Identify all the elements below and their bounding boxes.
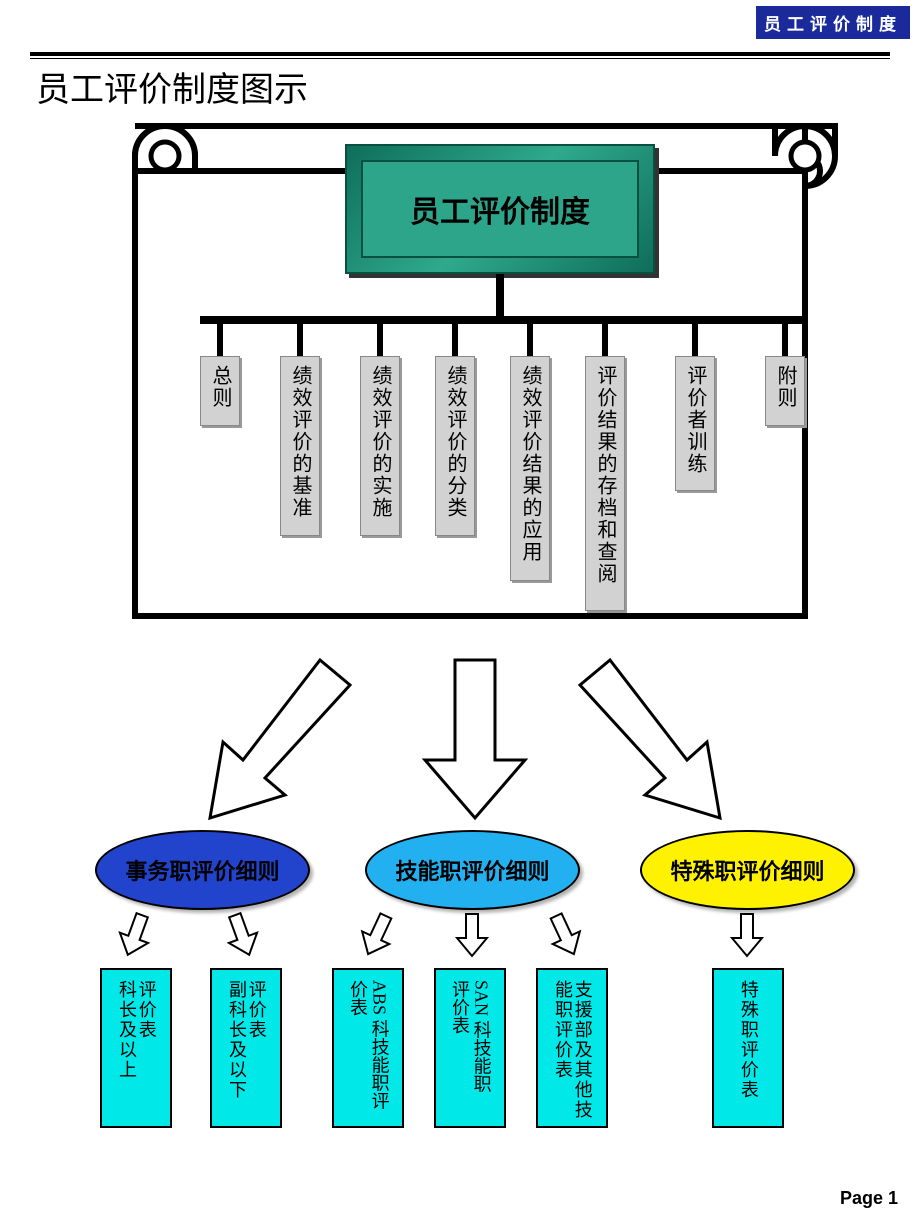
leaf-node: 评价表副科长及以下 xyxy=(210,968,282,1128)
leaf-label: 特殊职评价表 xyxy=(738,980,758,1100)
small-arrow xyxy=(540,907,590,963)
child-label: 绩效评价结果的应用 xyxy=(519,365,541,563)
tree-stem xyxy=(527,316,533,356)
tree-stem xyxy=(692,316,698,356)
leaf-label: 评价表 xyxy=(136,980,156,1080)
child-node: 绩效评价的基准 xyxy=(280,356,320,536)
tree-stem xyxy=(452,316,458,356)
tree-stem xyxy=(782,316,788,356)
leaf-node: ABS 科技能职评价表 xyxy=(332,968,404,1128)
arrow-down-right xyxy=(575,650,735,825)
root-label: 员工评价制度 xyxy=(410,187,590,231)
child-node: 绩效评价的实施 xyxy=(360,356,400,536)
child-label: 附则 xyxy=(774,365,796,409)
child-node: 评价者训练 xyxy=(675,356,715,491)
tree-hbar xyxy=(200,316,805,324)
child-node: 附则 xyxy=(765,356,805,426)
child-label: 评价结果的存档和查阅 xyxy=(594,365,616,585)
child-node: 总则 xyxy=(200,356,240,426)
leaf-label: SAN 科技能职评价表 xyxy=(448,980,491,1093)
child-node: 评价结果的存档和查阅 xyxy=(585,356,625,611)
header-badge: 员工评价制度 xyxy=(756,6,910,39)
divider-thin xyxy=(30,58,890,59)
page-number: Page 1 xyxy=(840,1188,898,1209)
small-arrow xyxy=(352,907,402,963)
child-label: 绩效评价的分类 xyxy=(444,365,466,519)
tree-trunk xyxy=(496,274,504,316)
child-label: 绩效评价的基准 xyxy=(289,365,311,519)
arrow-down-center xyxy=(420,650,530,825)
tree-stem xyxy=(297,316,303,356)
leaf-node: 支援部及其他技能职评价表 xyxy=(536,968,608,1128)
leaf-label: 副科长及以下 xyxy=(226,980,246,1100)
tree-stem xyxy=(377,316,383,356)
child-node: 绩效评价结果的应用 xyxy=(510,356,550,581)
category-ellipse: 技能职评价细则 xyxy=(365,830,580,910)
category-ellipse: 特殊职评价细则 xyxy=(640,830,855,910)
small-arrow xyxy=(218,908,266,963)
root-node: 员工评价制度 xyxy=(345,144,655,274)
leaf-label: 支援部及其他技 xyxy=(572,980,592,1120)
child-label: 总则 xyxy=(209,365,231,409)
arrow-down-left xyxy=(195,650,355,825)
small-arrow xyxy=(111,908,159,963)
child-label: 绩效评价的实施 xyxy=(369,365,391,519)
tree-stem xyxy=(217,316,223,356)
small-arrow xyxy=(455,912,489,958)
child-label: 评价者训练 xyxy=(684,365,706,475)
leaf-label: 能职评价表 xyxy=(552,980,572,1120)
leaf-node: 评价表科长及以上 xyxy=(100,968,172,1128)
leaf-label: 科长及以上 xyxy=(116,980,136,1080)
leaf-node: 特殊职评价表 xyxy=(712,968,784,1128)
tree-stem xyxy=(602,316,608,356)
leaf-label: ABS 科技能职评价表 xyxy=(346,980,389,1110)
child-node: 绩效评价的分类 xyxy=(435,356,475,536)
divider-thick xyxy=(30,52,890,56)
small-arrow xyxy=(730,912,764,958)
leaf-label: 评价表 xyxy=(246,980,266,1100)
leaf-node: SAN 科技能职评价表 xyxy=(434,968,506,1128)
category-ellipse: 事务职评价细则 xyxy=(95,830,310,910)
